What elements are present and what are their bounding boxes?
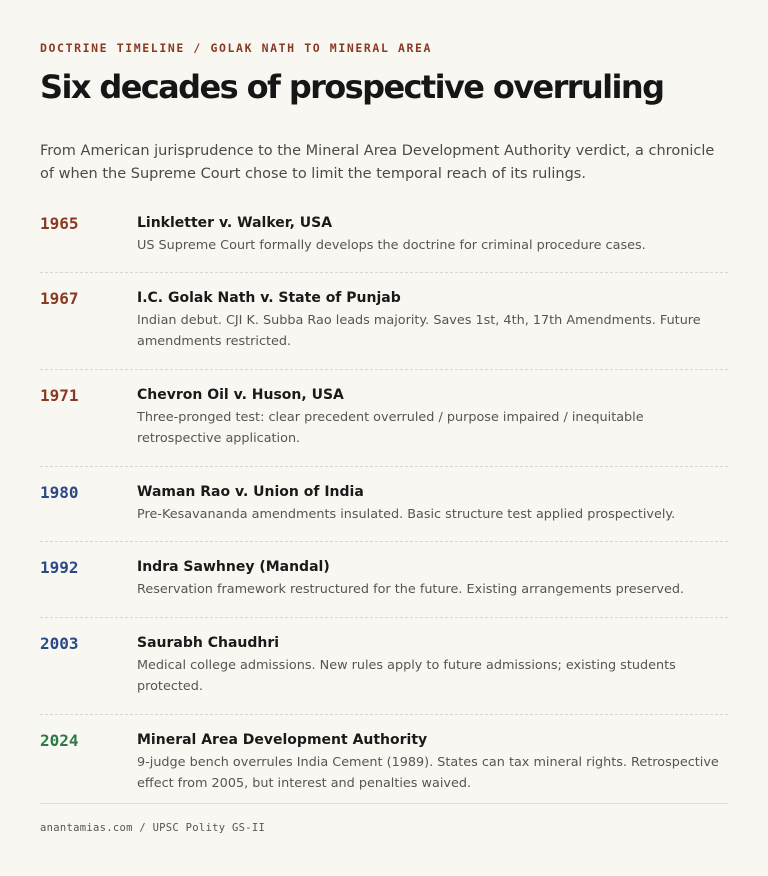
entry-year: 1971 [40, 385, 79, 405]
entry-case-name: Saurabh Chaudhri [137, 634, 280, 651]
entry-case-name: Linkletter v. Walker, USA [137, 215, 333, 231]
entry-body: I.C. Golak Nath v. State of Punjab India… [137, 287, 728, 353]
entry-body: Indra Sawhney (Mandal) Reservation frame… [137, 556, 728, 601]
entry-body: Saurabh Chaudhri Medical college admissi… [137, 632, 728, 698]
timeline-entry: 2003 Saurabh Chaudhri Medical college ad… [40, 618, 728, 715]
footer-source: anantamias.com / UPSC Polity GS-II [40, 822, 266, 834]
entry-year: 1980 [40, 482, 79, 502]
entry-body: Linkletter v. Walker, USA US Supreme Cou… [137, 212, 728, 257]
entry-description: US Supreme Court formally develops the d… [137, 238, 646, 253]
timeline: 1965 Linkletter v. Walker, USA US Suprem… [40, 212, 728, 795]
entry-case-name: Mineral Area Development Authority [137, 731, 428, 748]
entry-case-name: I.C. Golak Nath v. State of Punjab [137, 289, 401, 306]
timeline-entry: 1967 I.C. Golak Nath v. State of Punjab … [40, 273, 728, 370]
footer-divider [40, 803, 728, 804]
entry-case-name: Waman Rao v. Union of India [137, 483, 364, 500]
entry-body: Waman Rao v. Union of India Pre-Kesavana… [137, 481, 728, 526]
entry-description: Medical college admissions. New rules ap… [137, 657, 676, 695]
entry-description: Three-pronged test: clear precedent over… [137, 409, 644, 447]
page-title: Six decades of prospective overruling [40, 68, 665, 106]
entry-description: Indian debut. CJI K. Subba Rao leads maj… [137, 312, 701, 350]
entry-description: Pre-Kesavananda amendments insulated. Ba… [137, 506, 676, 522]
intro-paragraph: From American jurisprudence to the Miner… [40, 143, 715, 182]
timeline-entry: 2024 Mineral Area Development Authority … [40, 715, 728, 795]
entry-body: Chevron Oil v. Huson, USA Three-pronged … [137, 384, 728, 450]
timeline-entry: 1980 Waman Rao v. Union of India Pre-Kes… [40, 467, 728, 542]
entry-year: 2003 [40, 633, 79, 653]
timeline-entry: 1971 Chevron Oil v. Huson, USA Three-pro… [40, 370, 728, 467]
entry-year: 1965 [40, 214, 79, 233]
entry-year: 1992 [40, 558, 79, 577]
entry-year: 1967 [40, 288, 79, 308]
timeline-entry: 1965 Linkletter v. Walker, USA US Suprem… [40, 212, 728, 273]
entry-description: 9-judge bench overrules India Cement (19… [137, 754, 719, 792]
entry-case-name: Chevron Oil v. Huson, USA [137, 386, 344, 403]
entry-description: Reservation framework restructured for t… [137, 582, 685, 597]
entry-body: Mineral Area Development Authority 9-jud… [137, 729, 728, 795]
eyebrow-label: DOCTRINE TIMELINE / GOLAK NATH TO MINERA… [40, 41, 433, 55]
timeline-entry: 1992 Indra Sawhney (Mandal) Reservation … [40, 542, 728, 618]
entry-year: 2024 [40, 730, 79, 750]
entry-case-name: Indra Sawhney (Mandal) [137, 559, 330, 575]
